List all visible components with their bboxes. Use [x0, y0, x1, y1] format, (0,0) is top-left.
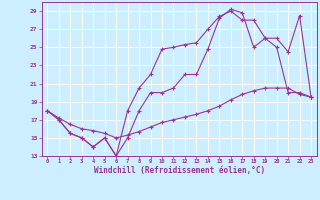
X-axis label: Windchill (Refroidissement éolien,°C): Windchill (Refroidissement éolien,°C) — [94, 166, 265, 175]
